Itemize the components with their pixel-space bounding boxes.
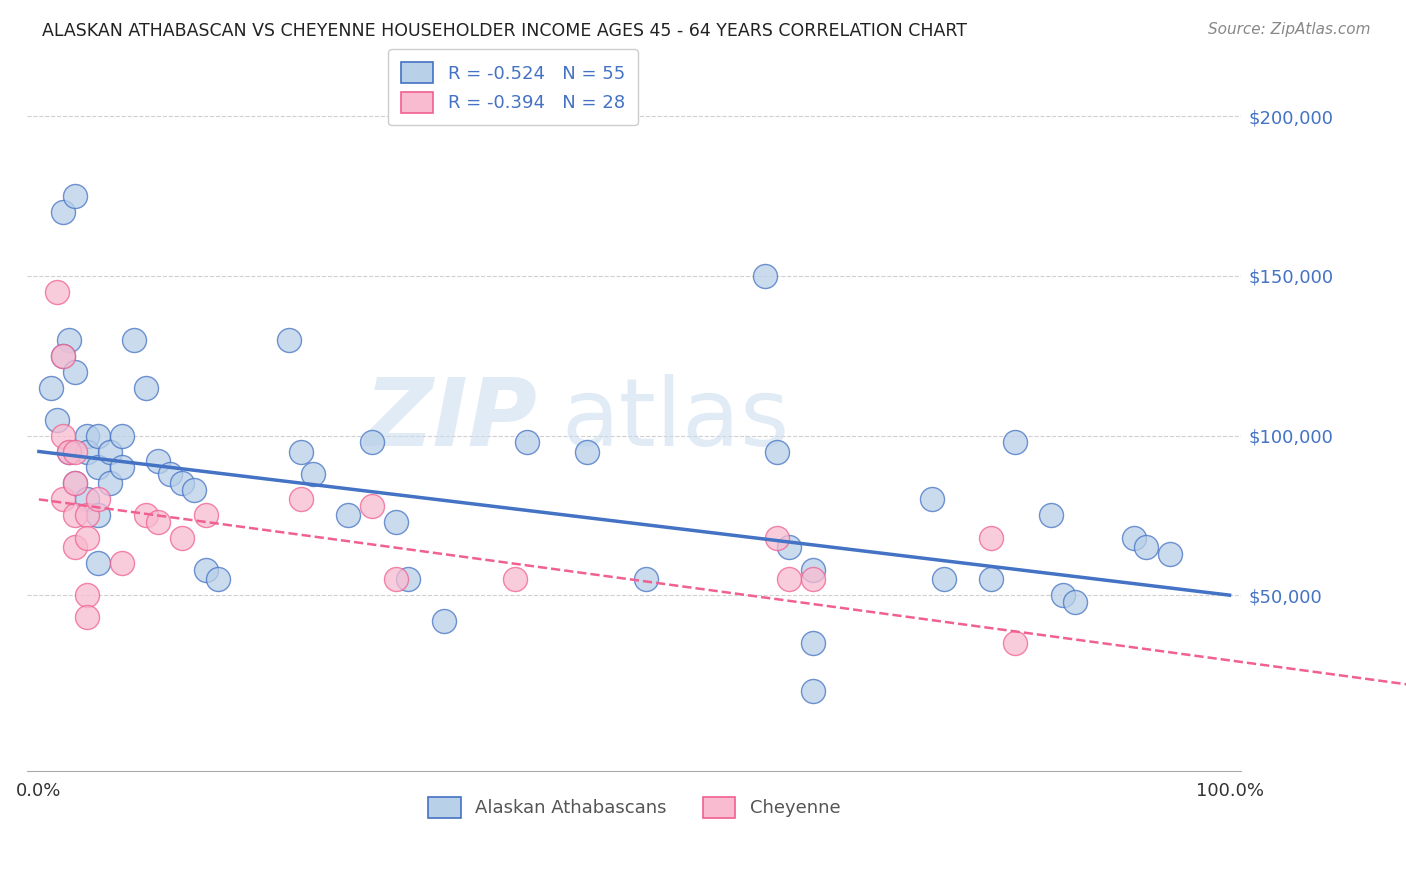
Point [183, 483, 205, 497]
Point [801, 684, 824, 698]
Point [52, 492, 75, 507]
Point [111, 556, 134, 570]
Point [1135, 541, 1157, 555]
Point [801, 572, 824, 586]
Point [170, 476, 193, 491]
Point [1159, 547, 1181, 561]
Point [87, 428, 110, 442]
Point [159, 467, 181, 481]
Point [801, 563, 824, 577]
Point [301, 467, 323, 481]
Point [1004, 434, 1026, 449]
Point [45, 285, 67, 299]
Text: atlas: atlas [561, 374, 790, 466]
Point [194, 508, 217, 523]
Point [766, 444, 789, 458]
Point [146, 515, 169, 529]
Point [932, 572, 955, 586]
Point [290, 492, 312, 507]
Point [778, 541, 800, 555]
Text: ALASKAN ATHABASCAN VS CHEYENNE HOUSEHOLDER INCOME AGES 45 - 64 YEARS CORRELATION: ALASKAN ATHABASCAN VS CHEYENNE HOUSEHOLD… [42, 22, 967, 40]
Point [122, 333, 145, 347]
Point [801, 636, 824, 650]
Point [636, 572, 658, 586]
Point [52, 349, 75, 363]
Point [87, 556, 110, 570]
Point [63, 476, 86, 491]
Point [170, 531, 193, 545]
Point [58, 444, 80, 458]
Point [76, 531, 98, 545]
Point [361, 434, 384, 449]
Point [76, 444, 98, 458]
Point [98, 476, 121, 491]
Text: ZIP: ZIP [364, 374, 537, 466]
Point [278, 333, 301, 347]
Point [63, 189, 86, 203]
Point [87, 492, 110, 507]
Point [516, 434, 538, 449]
Point [63, 476, 86, 491]
Point [337, 508, 360, 523]
Point [1063, 594, 1085, 608]
Point [135, 381, 157, 395]
Point [63, 444, 86, 458]
Point [778, 572, 800, 586]
Point [76, 610, 98, 624]
Point [135, 508, 157, 523]
Point [433, 614, 456, 628]
Point [76, 508, 98, 523]
Point [52, 205, 75, 219]
Legend: Alaskan Athabascans, Cheyenne: Alaskan Athabascans, Cheyenne [420, 789, 848, 825]
Point [76, 492, 98, 507]
Point [766, 531, 789, 545]
Text: Source: ZipAtlas.com: Source: ZipAtlas.com [1208, 22, 1371, 37]
Point [63, 365, 86, 379]
Point [754, 268, 776, 283]
Point [58, 333, 80, 347]
Point [921, 492, 943, 507]
Point [98, 444, 121, 458]
Point [980, 531, 1002, 545]
Point [1052, 588, 1074, 602]
Point [361, 499, 384, 513]
Point [87, 460, 110, 475]
Point [503, 572, 526, 586]
Point [111, 460, 134, 475]
Point [52, 428, 75, 442]
Point [76, 588, 98, 602]
Point [396, 572, 419, 586]
Point [385, 572, 408, 586]
Point [980, 572, 1002, 586]
Point [385, 515, 408, 529]
Point [575, 444, 598, 458]
Point [45, 412, 67, 426]
Point [76, 428, 98, 442]
Point [194, 563, 217, 577]
Point [207, 572, 229, 586]
Point [1004, 636, 1026, 650]
Point [290, 444, 312, 458]
Point [63, 541, 86, 555]
Point [63, 508, 86, 523]
Point [111, 428, 134, 442]
Point [58, 444, 80, 458]
Point [146, 454, 169, 468]
Point [1123, 531, 1146, 545]
Point [1039, 508, 1062, 523]
Point [39, 381, 62, 395]
Point [52, 349, 75, 363]
Point [87, 508, 110, 523]
